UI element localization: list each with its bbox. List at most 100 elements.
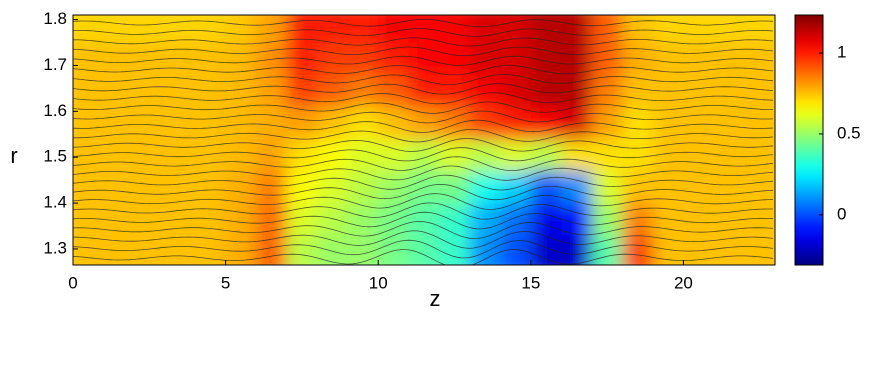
heat-cell bbox=[439, 106, 471, 140]
heat-cell bbox=[225, 42, 257, 76]
y-tick-label: 1.7 bbox=[43, 55, 67, 74]
heat-cell bbox=[622, 106, 654, 140]
heat-cell bbox=[195, 235, 227, 265]
streamline bbox=[73, 92, 774, 105]
streamline bbox=[73, 230, 774, 249]
heat-cell bbox=[317, 138, 349, 172]
heat-cell bbox=[439, 74, 471, 108]
heat-cell bbox=[73, 170, 105, 204]
heat-cell bbox=[683, 138, 715, 172]
heat-cell bbox=[530, 170, 562, 204]
y-tick-label: 1.6 bbox=[43, 101, 67, 120]
heat-cell bbox=[652, 106, 684, 140]
streamlines bbox=[73, 18, 774, 265]
heat-cell bbox=[317, 74, 349, 108]
heat-cell bbox=[500, 203, 532, 236]
heat-cell bbox=[134, 203, 166, 236]
streamline bbox=[73, 46, 774, 57]
heat-cell bbox=[591, 74, 623, 108]
heat-cell bbox=[286, 235, 318, 265]
y-tick-label: 1.3 bbox=[43, 238, 67, 257]
x-axis-title: z bbox=[430, 286, 441, 311]
heat-cell bbox=[561, 15, 593, 44]
streamline bbox=[73, 174, 774, 191]
heat-cell bbox=[408, 74, 440, 108]
heat-cell bbox=[561, 170, 593, 204]
heat-cell bbox=[469, 15, 501, 44]
heat-cell bbox=[73, 138, 105, 172]
x-tick-label: 5 bbox=[221, 273, 230, 292]
heat-cell bbox=[408, 138, 440, 172]
y-tick-label: 1.8 bbox=[43, 9, 67, 28]
heat-cell bbox=[317, 235, 349, 265]
heat-cell bbox=[683, 170, 715, 204]
heat-cell bbox=[225, 170, 257, 204]
cells bbox=[73, 15, 775, 265]
streamline bbox=[73, 147, 774, 162]
heat-cell bbox=[683, 106, 715, 140]
heat-cell bbox=[103, 42, 135, 76]
heat-cell bbox=[744, 170, 775, 204]
streamline bbox=[73, 64, 774, 76]
heat-cell bbox=[622, 235, 654, 265]
streamline bbox=[73, 18, 774, 28]
heat-cell bbox=[683, 42, 715, 76]
heat-cell bbox=[256, 106, 288, 140]
x-tick-label: 15 bbox=[521, 273, 540, 292]
heat-cell bbox=[103, 170, 135, 204]
heat-cell bbox=[652, 15, 684, 44]
heat-cell bbox=[500, 106, 532, 140]
heat-cell bbox=[317, 15, 349, 44]
heat-cell bbox=[256, 42, 288, 76]
heat-cell bbox=[225, 106, 257, 140]
streamline bbox=[73, 202, 773, 220]
streamline bbox=[73, 211, 774, 230]
heat-cell bbox=[256, 203, 288, 236]
heat-cell bbox=[73, 203, 105, 236]
heat-cell bbox=[317, 203, 349, 236]
streamline bbox=[73, 249, 774, 265]
x-tick-label: 20 bbox=[674, 273, 693, 292]
streamline bbox=[73, 221, 774, 240]
y-axis-title: r bbox=[10, 143, 17, 168]
y-tick-label: 1.4 bbox=[43, 193, 67, 212]
heat-cell bbox=[561, 235, 593, 265]
heat-cell bbox=[439, 235, 471, 265]
streamline bbox=[73, 55, 774, 66]
heat-cell bbox=[347, 42, 379, 76]
field bbox=[73, 15, 775, 265]
heat-cell bbox=[256, 74, 288, 108]
heat-cell bbox=[530, 15, 562, 44]
streamline bbox=[73, 156, 774, 171]
heat-cell bbox=[378, 235, 410, 265]
heat-cell bbox=[134, 74, 166, 108]
heat-cell bbox=[73, 235, 105, 265]
heat-cell bbox=[347, 203, 379, 236]
streamline bbox=[73, 110, 774, 124]
heat-cell bbox=[317, 106, 349, 140]
streamline bbox=[73, 128, 774, 143]
heat-cell bbox=[286, 106, 318, 140]
heat-cell bbox=[713, 15, 745, 44]
heat-cell bbox=[317, 42, 349, 76]
heat-cell bbox=[469, 138, 501, 172]
x-tick-label: 10 bbox=[369, 273, 388, 292]
streamline bbox=[73, 83, 774, 95]
heat-cell bbox=[530, 203, 562, 236]
heat-cell bbox=[408, 15, 440, 44]
heat-cell bbox=[103, 15, 135, 44]
heat-cell bbox=[408, 235, 440, 265]
heat-cell bbox=[225, 74, 257, 108]
streamline bbox=[73, 37, 774, 47]
heat-cell bbox=[347, 170, 379, 204]
heat-cell bbox=[134, 42, 166, 76]
heat-cell bbox=[378, 106, 410, 140]
heat-cell bbox=[408, 203, 440, 236]
heat-cell bbox=[195, 15, 227, 44]
heat-cell bbox=[164, 106, 196, 140]
heat-cell bbox=[683, 203, 715, 236]
heat-cell bbox=[500, 42, 532, 76]
streamline bbox=[73, 183, 774, 201]
heat-cell bbox=[347, 74, 379, 108]
